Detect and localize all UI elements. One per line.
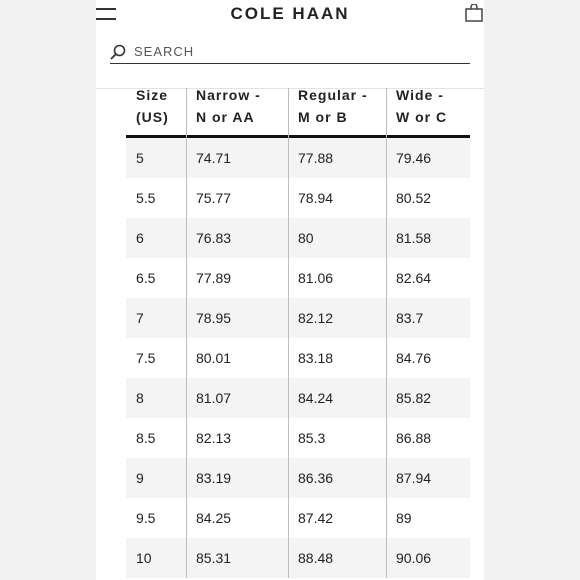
- table-cell: 83.19: [196, 470, 232, 486]
- table-cell: 8: [136, 390, 144, 406]
- table-cell: 78.95: [196, 310, 232, 326]
- table-cell: 85.31: [196, 550, 232, 566]
- table-cell: 80: [298, 230, 314, 246]
- left-margin: [0, 0, 96, 580]
- table-cell: 6: [136, 230, 144, 246]
- table-cell: 84.76: [396, 350, 432, 366]
- table-cell: 87.94: [396, 470, 432, 486]
- table-row: 9 83.19 86.36 87.94: [126, 458, 470, 498]
- table-row: 7.5 80.01 83.18 84.76: [126, 338, 470, 378]
- column-divider: [186, 88, 187, 578]
- table-cell: 6.5: [136, 270, 156, 286]
- table-cell: 5.5: [136, 190, 156, 206]
- site-header: COLE HAAN: [96, 0, 484, 32]
- table-row: 6.5 77.89 81.06 82.64: [126, 258, 470, 298]
- table-cell: 81.06: [298, 270, 334, 286]
- table-cell: 8.5: [136, 430, 156, 446]
- table-row: 8 81.07 84.24 85.82: [126, 378, 470, 418]
- search-input[interactable]: SEARCH: [134, 44, 195, 59]
- table-cell: 85.3: [298, 430, 326, 446]
- header-wide: Wide - W or C: [396, 87, 448, 125]
- table-row: 5.5 75.77 78.94 80.52: [126, 178, 470, 218]
- search-icon[interactable]: [110, 44, 126, 60]
- table-cell: 87.42: [298, 510, 334, 526]
- table-cell: 79.46: [396, 150, 432, 166]
- table-cell: 5: [136, 150, 144, 166]
- table-cell: 7.5: [136, 350, 156, 366]
- table-cell: 9.5: [136, 510, 156, 526]
- header-narrow: Narrow - N or AA: [196, 87, 261, 125]
- table-cell: 83.18: [298, 350, 334, 366]
- size-chart-table: Size (US) Narrow - N or AA Regular - M o…: [126, 87, 470, 578]
- header-size: Size (US): [136, 87, 169, 125]
- table-cell: 83.7: [396, 310, 424, 326]
- table-row: 7 78.95 82.12 83.7: [126, 298, 470, 338]
- table-row: 6 76.83 80 81.58: [126, 218, 470, 258]
- table-cell: 84.25: [196, 510, 232, 526]
- table-row: 9.5 84.25 87.42 89: [126, 498, 470, 538]
- table-cell: 76.83: [196, 230, 232, 246]
- table-cell: 10: [136, 550, 152, 566]
- table-cell: 78.94: [298, 190, 334, 206]
- table-row: 8.5 82.13 85.3 86.88: [126, 418, 470, 458]
- table-cell: 89: [396, 510, 412, 526]
- table-cell: 74.71: [196, 150, 232, 166]
- column-divider: [288, 88, 289, 578]
- table-cell: 88.48: [298, 550, 334, 566]
- search-bar[interactable]: SEARCH: [110, 40, 470, 64]
- table-cell: 77.88: [298, 150, 334, 166]
- table-row: 5 74.71 77.88 79.46: [126, 138, 470, 178]
- table-cell: 82.12: [298, 310, 334, 326]
- table-cell: 81.58: [396, 230, 432, 246]
- table-cell: 80.52: [396, 190, 432, 206]
- table-cell: 7: [136, 310, 144, 326]
- right-margin: [484, 0, 580, 580]
- table-header-row: Size (US) Narrow - N or AA Regular - M o…: [126, 87, 470, 138]
- shopping-bag-icon[interactable]: [464, 3, 484, 22]
- table-cell: 9: [136, 470, 144, 486]
- column-divider: [386, 88, 387, 578]
- header-regular: Regular - M or B: [298, 87, 368, 125]
- table-cell: 86.36: [298, 470, 334, 486]
- table-cell: 81.07: [196, 390, 232, 406]
- table-cell: 86.88: [396, 430, 432, 446]
- table-cell: 90.06: [396, 550, 432, 566]
- table-cell: 77.89: [196, 270, 232, 286]
- brand-logo[interactable]: COLE HAAN: [230, 4, 350, 23]
- table-cell: 85.82: [396, 390, 432, 406]
- table-row: 10 85.31 88.48 90.06: [126, 538, 470, 578]
- header-divider: [96, 88, 484, 89]
- table-cell: 82.64: [396, 270, 432, 286]
- table-cell: 82.13: [196, 430, 232, 446]
- table-cell: 80.01: [196, 350, 232, 366]
- hamburger-menu-icon[interactable]: [96, 8, 116, 22]
- table-cell: 75.77: [196, 190, 232, 206]
- table-cell: 84.24: [298, 390, 334, 406]
- table-body: 5 74.71 77.88 79.46 5.5 75.77 78.94 80.52 6 76.83…: [126, 138, 470, 578]
